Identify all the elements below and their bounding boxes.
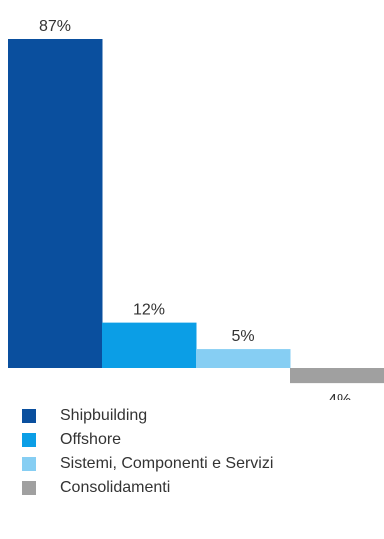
legend-item-consolidamenti: Consolidamenti (22, 476, 273, 500)
data-label-sistemi: 5% (231, 328, 254, 345)
data-label-offshore: 12% (133, 302, 165, 319)
data-label-consolidamenti: -4% (323, 392, 351, 400)
bar-offshore (102, 322, 197, 368)
legend-swatch-offshore (22, 433, 36, 447)
legend-label-sistemi: Sistemi, Componenti e Servizi (60, 455, 274, 472)
legend: Shipbuilding Offshore Sistemi, Component… (22, 404, 273, 500)
legend-swatch-sistemi (22, 457, 36, 471)
data-label-shipbuilding: 87% (39, 18, 71, 35)
legend-item-sistemi: Sistemi, Componenti e Servizi (22, 452, 273, 476)
legend-swatch-consolidamenti (22, 481, 36, 495)
legend-item-offshore: Offshore (22, 428, 273, 452)
legend-label-offshore: Offshore (60, 431, 122, 448)
legend-item-shipbuilding: Shipbuilding (22, 404, 273, 428)
legend-swatch-shipbuilding (22, 409, 36, 423)
legend-label-consolidamenti: Consolidamenti (60, 479, 171, 496)
bar-chart: 87% 12% 5% -4% (8, 18, 384, 400)
bar-shipbuilding (8, 39, 103, 368)
legend-label-shipbuilding: Shipbuilding (60, 407, 148, 424)
bar-sistemi (196, 349, 291, 368)
bar-consolidamenti (290, 368, 384, 384)
